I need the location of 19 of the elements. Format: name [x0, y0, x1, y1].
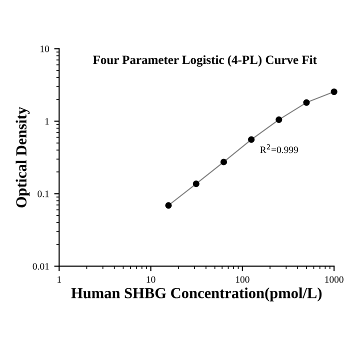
y-tick-label: 0.1: [38, 190, 49, 198]
annotation: R$^{2}$=0.999: [260, 144, 298, 154]
y-tick-label: 10: [40, 46, 50, 52]
x-tick-label: 10: [146, 276, 156, 283]
x-tick-label: 100: [236, 276, 250, 283]
point: [165, 202, 172, 209]
point: [248, 136, 255, 143]
point: [330, 88, 338, 96]
x-tick-label: 1000: [325, 276, 344, 283]
y-tick-label: 0.01: [32, 263, 49, 270]
x-axis-title: Human SHBG Concentration(pmol/L): [71, 288, 322, 302]
chart-title: Four Parameter Logistic (4-PL) Curve Fit: [93, 55, 317, 67]
y-axis-title: Optical Density: [16, 106, 30, 208]
point: [192, 180, 200, 188]
x-tick-label: 1: [58, 276, 62, 283]
point: [303, 99, 310, 106]
y-tick-label: 1: [45, 118, 49, 125]
point: [276, 116, 282, 123]
point: [220, 158, 228, 166]
